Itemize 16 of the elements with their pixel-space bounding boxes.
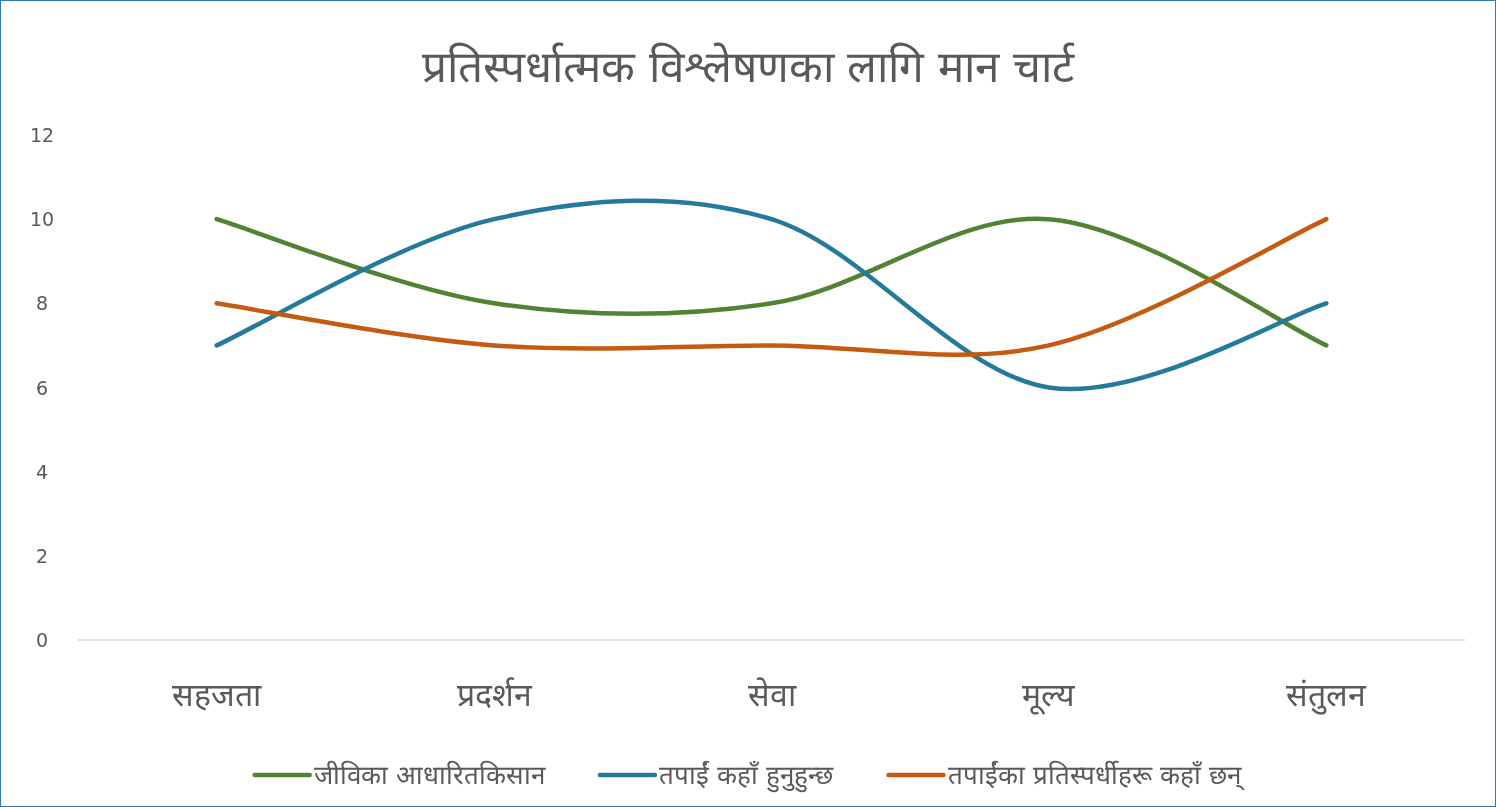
x-tick-label: सेवा [747,676,797,714]
legend-label: तपाईंका प्रतिस्पर्धीहरू कहाँ छन् [947,760,1246,791]
y-tick-label: 4 [35,460,49,483]
chart-title: प्रतिस्पर्धात्मक विश्लेषणका लागि मान चार्ट [421,41,1076,92]
y-tick-label: 10 [29,208,55,231]
y-tick-label: 0 [35,629,49,651]
legend-label: जीविका आधारितकिसान [313,760,546,790]
x-tick-label: प्रदर्शन [456,676,533,714]
y-tick-label: 6 [35,376,49,399]
y-tick-label: 12 [29,124,55,146]
legend-label: तपाईं कहाँ हुनुहुन्छ [658,760,835,793]
y-tick-label: 8 [35,292,49,315]
x-tick-label: सहजता [172,676,263,714]
x-tick-label: संतुलन [1286,676,1368,715]
y-tick-label: 2 [35,544,49,567]
x-tick-label: मूल्य [1022,676,1077,715]
